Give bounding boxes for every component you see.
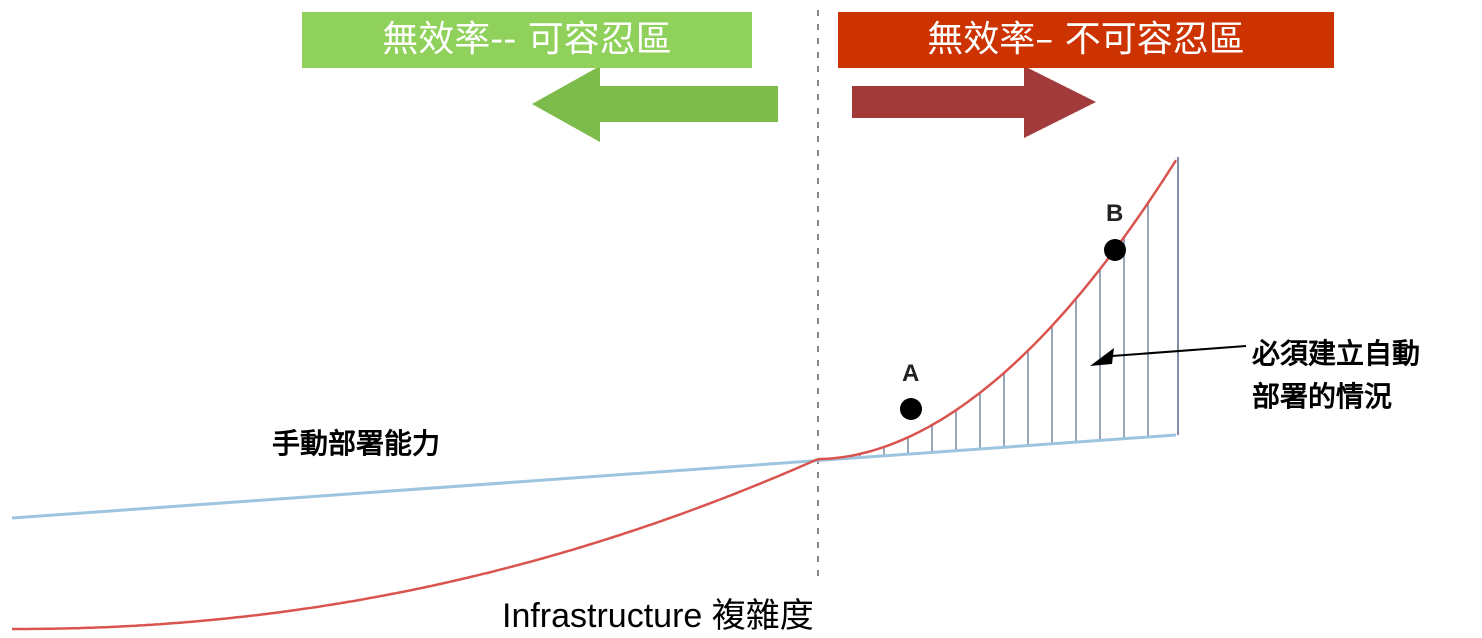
automation-zone-hatching (835, 203, 1149, 460)
point-b-marker (1104, 239, 1126, 261)
automation-needed-line-1: 必須建立自動 (1252, 337, 1421, 370)
automation-needed-label: 必須建立自動 部署的情況 (1252, 332, 1472, 418)
manual-capacity-line (11, 433, 1177, 520)
manual-capacity-label: 手動部署能力 (272, 427, 441, 460)
point-b-label: B (1106, 200, 1124, 227)
intolerable-zone-label: 無效率– 不可容忍區 (838, 12, 1334, 68)
infrastructure-complexity-curve (12, 159, 1178, 631)
annotation-pointer-line (1111, 345, 1247, 357)
annotation-pointer-arrowhead (1090, 348, 1114, 366)
intolerable-direction-arrow (852, 66, 1096, 138)
tolerable-direction-arrow (532, 66, 778, 142)
point-a-label: A (902, 360, 920, 387)
automation-needed-line-2: 部署的情況 (1252, 380, 1393, 413)
tolerable-zone-label: 無效率-- 可容忍區 (302, 12, 752, 68)
x-axis-label: Infrastructure 複雜度 (502, 597, 814, 635)
point-a-marker (900, 398, 922, 420)
